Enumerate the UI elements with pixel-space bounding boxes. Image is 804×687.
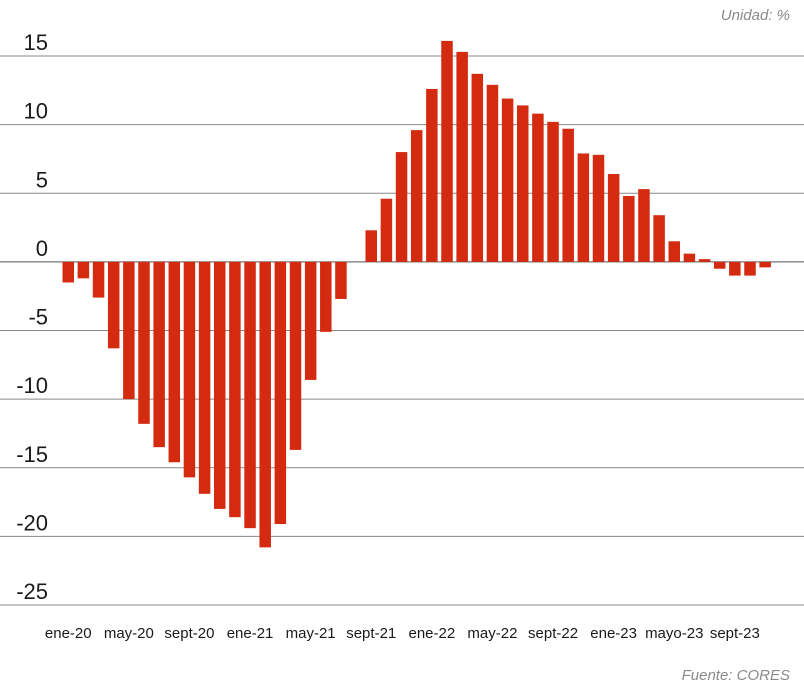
x-tick-label: ene-22 bbox=[408, 625, 455, 642]
bar-abr-22 bbox=[471, 73, 484, 262]
y-tick-label: -10 bbox=[16, 373, 48, 398]
y-tick-label: -25 bbox=[16, 579, 48, 604]
y-tick-label: 10 bbox=[24, 99, 48, 124]
x-tick-label: sept-20 bbox=[164, 625, 214, 642]
x-tick-label: sept-22 bbox=[528, 625, 578, 642]
y-tick-label: 15 bbox=[24, 30, 48, 55]
bar-ago-20 bbox=[168, 261, 181, 463]
x-tick-label: sept-21 bbox=[346, 625, 396, 642]
bar-feb-20 bbox=[77, 261, 90, 279]
bar-may-20 bbox=[123, 261, 135, 400]
bar-sept-21 bbox=[365, 230, 377, 262]
bar-may-22 bbox=[486, 84, 499, 262]
bar-nov-21 bbox=[395, 152, 408, 262]
bar-sept-20 bbox=[183, 261, 196, 478]
x-tick-label: may-22 bbox=[467, 625, 517, 642]
bar-nov-23 bbox=[759, 261, 771, 268]
bar-nov-20 bbox=[214, 261, 226, 509]
bar-ene-23 bbox=[607, 174, 620, 262]
x-tick-label: ene-21 bbox=[227, 625, 274, 642]
bar-ene-20 bbox=[62, 261, 74, 283]
bars bbox=[62, 40, 771, 548]
bar-mayo-23 bbox=[668, 241, 680, 262]
bar-mar-22 bbox=[456, 51, 468, 262]
bar-ago-23 bbox=[713, 261, 726, 269]
bar-dic-21 bbox=[410, 130, 423, 262]
bar-feb-21 bbox=[259, 261, 271, 548]
bar-ene-21 bbox=[244, 261, 256, 529]
gridlines bbox=[0, 55, 804, 606]
bar-jul-21 bbox=[335, 261, 347, 299]
x-axis-ticks: ene-20 may-20 sept-20 ene-21 may-21 sept-21 en… bbox=[45, 625, 760, 642]
bar-may-21 bbox=[304, 261, 317, 380]
y-tick-label: -5 bbox=[28, 305, 48, 330]
bar-jun-21 bbox=[320, 261, 332, 332]
bar-jun-23 bbox=[683, 253, 696, 262]
bar-feb-22 bbox=[441, 40, 453, 262]
bar-mar-23 bbox=[638, 189, 650, 262]
bar-oct-23 bbox=[744, 261, 756, 276]
bar-feb-23 bbox=[623, 195, 635, 262]
source-label: Fuente: CORES bbox=[682, 667, 790, 684]
bar-jul-20 bbox=[153, 261, 165, 448]
bar-mar-21 bbox=[274, 261, 287, 525]
x-tick-label: sept-23 bbox=[710, 625, 760, 642]
x-tick-label: ene-20 bbox=[45, 625, 92, 642]
bar-jun-22 bbox=[501, 98, 514, 262]
bar-oct-21 bbox=[380, 198, 393, 262]
x-tick-label: ene-23 bbox=[590, 625, 637, 642]
bar-mar-20 bbox=[92, 261, 105, 298]
bar-abr-23 bbox=[653, 215, 665, 262]
bar-jun-20 bbox=[138, 261, 150, 424]
bar-ago-22 bbox=[532, 113, 544, 262]
x-tick-label: may-20 bbox=[104, 625, 154, 642]
y-axis-ticks: 15 10 5 0 -5 -10 -15 -20 -25 bbox=[16, 30, 48, 604]
bar-dic-22 bbox=[592, 154, 605, 262]
bar-sept-22 bbox=[547, 121, 559, 262]
bar-dic-20 bbox=[229, 261, 241, 518]
bar-jul-22 bbox=[517, 105, 529, 262]
y-tick-label: 0 bbox=[36, 236, 48, 261]
bar-nov-22 bbox=[577, 153, 590, 262]
bar-oct-20 bbox=[198, 261, 211, 494]
bar-sept-23 bbox=[729, 261, 741, 276]
bar-ene-22 bbox=[426, 88, 438, 262]
bar-abr-20 bbox=[107, 261, 120, 349]
bar-oct-22 bbox=[562, 128, 574, 262]
y-tick-label: -15 bbox=[16, 442, 48, 467]
unit-label: Unidad: % bbox=[721, 7, 790, 24]
bar-jul-23 bbox=[698, 259, 711, 262]
y-tick-label: 5 bbox=[36, 167, 48, 192]
bar-abr-21 bbox=[289, 261, 302, 450]
x-tick-label: may-21 bbox=[286, 625, 336, 642]
x-tick-label: mayo-23 bbox=[645, 625, 703, 642]
y-tick-label: -20 bbox=[16, 510, 48, 535]
